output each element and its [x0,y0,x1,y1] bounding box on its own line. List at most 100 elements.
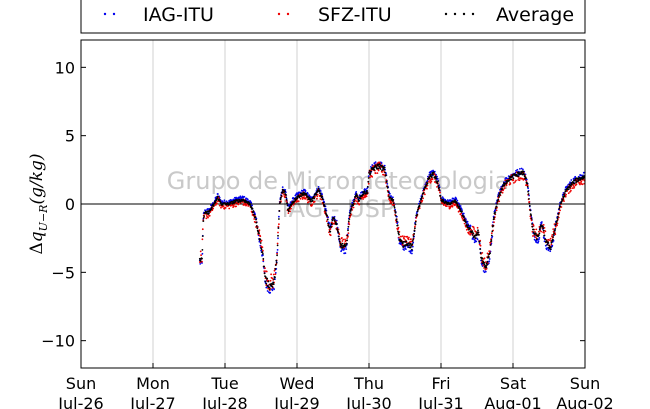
data-point [347,225,350,228]
data-point [513,182,515,184]
x-tick-day-label: Sat [500,374,526,393]
data-point [490,239,493,241]
data-point [495,205,498,208]
data-point [265,270,268,273]
data-point [451,205,454,208]
data-point [466,220,469,223]
data-point [289,210,291,213]
data-point [228,207,231,210]
data-point [344,252,347,255]
data-point [284,190,286,193]
data-point [250,201,253,204]
data-point [201,249,204,251]
legend-label: SFZ-ITU [318,4,392,26]
data-point [549,250,552,253]
data-point [317,186,320,188]
data-point [281,186,284,189]
data-point [275,259,278,262]
data-point [531,225,534,228]
data-point [208,210,211,213]
data-point [345,242,348,245]
data-point [433,171,435,174]
data-point [303,188,306,191]
data-point [400,235,402,238]
data-point [549,248,552,251]
data-point [377,169,380,172]
data-point [465,221,467,224]
data-point [199,260,202,262]
data-point [268,288,271,291]
data-point [381,169,383,172]
data-point [262,258,265,260]
data-point [324,209,327,212]
data-point [543,232,545,234]
data-point [356,194,358,197]
legend-marker [112,12,116,16]
data-point [556,217,559,220]
data-point [225,200,228,203]
data-point [278,202,281,205]
data-point [374,161,377,164]
data-point [370,166,372,168]
data-point [546,243,548,246]
data-point [294,194,297,197]
data-point [239,195,242,198]
data-point [311,199,314,202]
data-point [262,249,264,252]
data-point [551,234,554,236]
data-point [437,185,440,187]
data-point [273,278,275,280]
data-point [296,197,299,200]
data-point [411,245,414,248]
data-point [481,257,484,260]
data-point [329,234,332,237]
data-point [389,196,392,199]
data-point [503,184,506,187]
data-point [438,189,441,191]
data-point [271,289,274,292]
data-point [417,208,419,211]
data-point [460,212,463,215]
data-point [414,223,417,226]
data-point [362,198,364,200]
data-point [220,202,222,204]
data-point [335,221,337,224]
ylabel-sub: U−R [37,205,50,232]
data-point [436,186,438,188]
data-point [475,240,478,243]
data-point [434,175,437,178]
data-point [463,218,466,221]
data-point [259,242,262,244]
data-point [582,175,584,178]
data-point [379,168,382,170]
data-point [348,214,351,217]
data-point [266,277,269,280]
data-point [281,191,284,194]
data-point [268,286,271,289]
data-point [412,238,415,241]
data-point [285,198,288,201]
data-point [436,182,439,185]
data-point [525,177,527,180]
data-point [559,209,561,212]
data-point [260,248,263,251]
data-point [214,201,217,204]
data-point [341,237,343,239]
data-point [383,166,386,169]
data-point [325,213,328,216]
data-point [563,192,566,194]
data-point [548,239,551,242]
data-point [538,238,540,241]
data-point [412,235,415,238]
data-point [535,238,538,241]
data-point [489,252,491,255]
data-point [496,203,498,205]
data-point [580,180,583,183]
data-point [362,193,365,196]
data-point [366,185,369,188]
data-point [359,197,362,200]
data-point [528,202,531,205]
data-point [346,234,349,237]
data-point [485,266,488,269]
data-point [201,235,204,238]
